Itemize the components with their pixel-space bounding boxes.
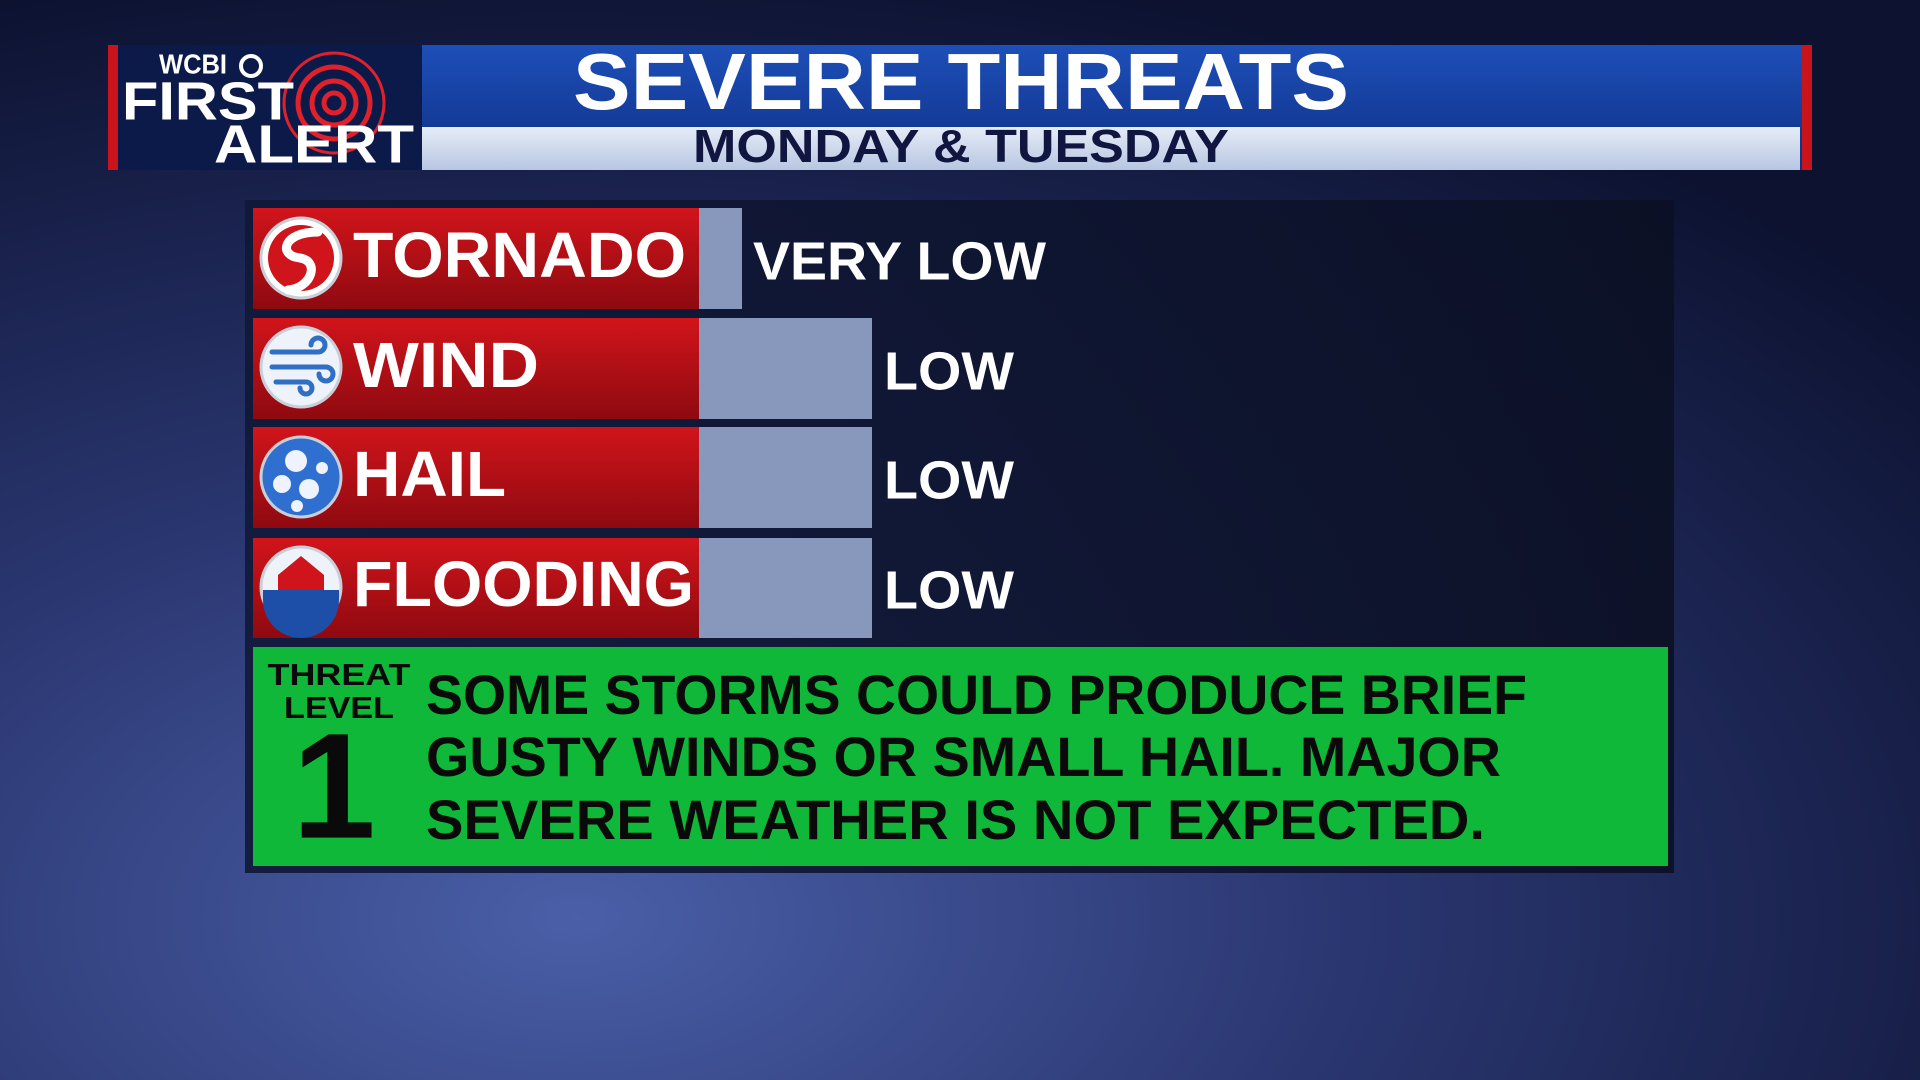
flood-icon	[263, 590, 339, 638]
hail-icon	[259, 435, 343, 519]
wind-icon	[269, 335, 336, 397]
threat-name: HAIL	[353, 438, 506, 510]
subtitle: MONDAY & TUESDAY	[693, 120, 1229, 172]
threat-bar	[699, 538, 872, 638]
threat-row: HAIL LOW	[253, 427, 1014, 528]
threat-name: FLOODING	[353, 548, 694, 620]
threat-level: VERY LOW	[753, 231, 1046, 291]
flood-icon	[278, 556, 324, 590]
threat-level: LOW	[884, 450, 1014, 510]
threat-row: FLOODING LOW	[253, 538, 1014, 638]
threat-level-number: 1	[292, 702, 375, 870]
tornado-icon	[282, 227, 323, 295]
threat-bar	[699, 318, 872, 419]
threat-row: WIND LOW	[253, 318, 1014, 419]
hail-icon	[273, 450, 328, 512]
header-edge	[108, 45, 118, 170]
threat-name: TORNADO	[353, 219, 686, 291]
logo-station: WCBI	[159, 48, 227, 79]
header-edge	[1802, 45, 1812, 170]
summary: THREAT LEVEL 1 SOME STORMS COULD PRODUCE…	[253, 647, 1668, 870]
header-strip	[422, 127, 1800, 170]
threat-bar	[699, 427, 872, 528]
header: WCBI FIRST ALERT SEVERE THREATS MONDAY &…	[108, 37, 1812, 174]
logo-line: FIRST	[122, 71, 294, 131]
logo-eye	[239, 54, 263, 78]
summary-text: SEVERE WEATHER IS NOT EXPECTED.	[426, 788, 1485, 851]
title: SEVERE THREATS	[573, 37, 1349, 126]
summary-box	[253, 647, 1668, 866]
threat-level-label: LEVEL	[284, 690, 394, 725]
threat-level: LOW	[884, 341, 1014, 401]
logo-line: ALERT	[214, 114, 414, 174]
threat-name: WIND	[353, 329, 539, 401]
threat-level: LOW	[884, 560, 1014, 620]
summary-text: GUSTY WINDS OR SMALL HAIL. MAJOR	[426, 725, 1501, 788]
summary-text: SOME STORMS COULD PRODUCE BRIEF	[426, 663, 1527, 726]
threat-bar	[699, 208, 742, 309]
threat-level-label: THREAT	[268, 657, 411, 692]
threat-row: TORNADO VERY LOW	[253, 208, 1046, 309]
logo-radar	[282, 51, 386, 155]
